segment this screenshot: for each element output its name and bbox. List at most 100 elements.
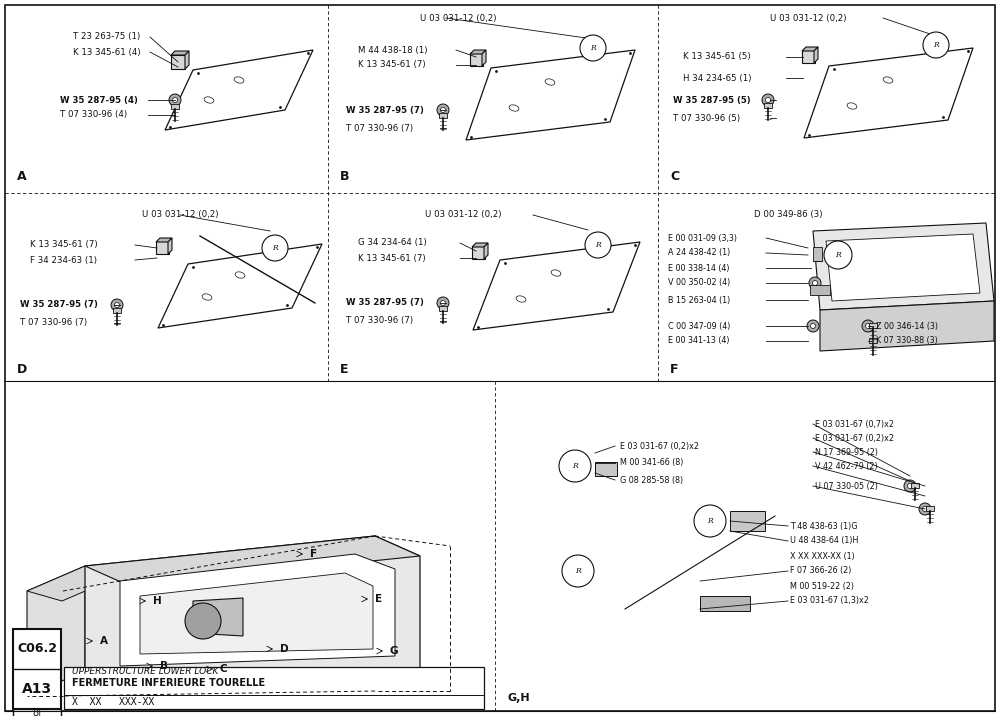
Text: E 00 338-14 (4): E 00 338-14 (4) [668, 263, 730, 273]
Text: E: E [375, 594, 382, 604]
Polygon shape [158, 244, 322, 328]
Text: A 24 438-42 (1): A 24 438-42 (1) [668, 248, 730, 258]
Text: Z 00 346-14 (3): Z 00 346-14 (3) [876, 321, 938, 331]
Text: H 34 234-65 (1): H 34 234-65 (1) [683, 74, 752, 82]
Text: U 03 031-12 (0,2): U 03 031-12 (0,2) [425, 211, 501, 220]
Text: E 03 031-67 (0,2)x2: E 03 031-67 (0,2)x2 [620, 442, 699, 450]
Text: T 07 330-96 (4): T 07 330-96 (4) [60, 110, 127, 120]
Circle shape [762, 94, 774, 106]
Text: U 03 031-12 (0,2): U 03 031-12 (0,2) [142, 211, 218, 220]
Circle shape [904, 480, 916, 492]
Text: U 03 031-12 (0,2): U 03 031-12 (0,2) [420, 14, 496, 22]
Text: V 42 462-79 (2): V 42 462-79 (2) [815, 462, 878, 470]
Circle shape [866, 324, 870, 329]
Circle shape [807, 320, 819, 332]
Circle shape [919, 503, 931, 515]
Polygon shape [814, 47, 818, 63]
Polygon shape [171, 51, 189, 55]
Bar [802, 50, 815, 63]
Text: R: R [272, 244, 278, 252]
Polygon shape [826, 234, 980, 301]
Bar [470, 53, 483, 66]
Text: D: D [17, 363, 27, 376]
Circle shape [440, 301, 446, 306]
Text: G: G [390, 646, 398, 656]
Text: E 03 031-67 (0,7)x2: E 03 031-67 (0,7)x2 [815, 420, 894, 428]
Polygon shape [27, 566, 85, 696]
Polygon shape [140, 573, 373, 654]
Circle shape [114, 302, 120, 307]
Bar [472, 246, 485, 259]
Polygon shape [85, 536, 420, 586]
Text: T 48 438-63 (1)G: T 48 438-63 (1)G [790, 521, 858, 531]
Text: E 00 341-13 (4): E 00 341-13 (4) [668, 337, 730, 346]
Text: B 15 263-04 (1): B 15 263-04 (1) [668, 296, 730, 304]
Text: B: B [160, 661, 168, 671]
Circle shape [185, 603, 221, 639]
Text: E 00 031-09 (3,3): E 00 031-09 (3,3) [668, 233, 737, 243]
Polygon shape [472, 243, 488, 247]
Text: R: R [572, 462, 578, 470]
Bar [439, 306, 447, 311]
Text: V 00 350-02 (4): V 00 350-02 (4) [668, 279, 730, 288]
Text: K 13 345-61 (7): K 13 345-61 (7) [358, 253, 426, 263]
Text: C06.2: C06.2 [17, 642, 57, 656]
Text: 8|: 8| [32, 707, 42, 716]
Text: W 35 287-95 (4): W 35 287-95 (4) [60, 95, 138, 105]
Circle shape [111, 299, 123, 311]
Text: K 13 345-61 (7): K 13 345-61 (7) [30, 241, 98, 249]
Text: E: E [340, 363, 349, 376]
Text: R: R [933, 41, 939, 49]
Polygon shape [820, 301, 994, 351]
Polygon shape [156, 238, 172, 242]
Text: R: R [595, 241, 601, 249]
Text: U 03 031-12 (0,2): U 03 031-12 (0,2) [770, 14, 846, 22]
Text: D: D [280, 644, 289, 654]
Text: W 35 287-95 (7): W 35 287-95 (7) [346, 105, 424, 115]
Polygon shape [27, 566, 120, 601]
Polygon shape [813, 223, 994, 310]
Text: X XX XXX-XX (1): X XX XXX-XX (1) [790, 551, 855, 561]
Text: E 03 031-67 (0,2)x2: E 03 031-67 (0,2)x2 [815, 433, 894, 442]
Bar [911, 483, 919, 488]
Text: A13: A13 [22, 682, 52, 696]
Text: W 35 287-95 (7): W 35 287-95 (7) [20, 301, 98, 309]
Circle shape [694, 505, 726, 537]
Text: A: A [17, 170, 27, 183]
Circle shape [810, 324, 816, 329]
Circle shape [862, 320, 874, 332]
Text: U 07 330-05 (2): U 07 330-05 (2) [815, 481, 878, 490]
Text: C: C [670, 170, 679, 183]
Text: F: F [310, 549, 317, 559]
Polygon shape [85, 536, 420, 681]
Circle shape [437, 104, 449, 116]
Polygon shape [165, 50, 313, 130]
Bar [700, 596, 750, 611]
Bar [64, 667, 484, 709]
Bar [171, 104, 179, 109]
Text: K 13 345-61 (7): K 13 345-61 (7) [358, 60, 426, 69]
Text: H: H [153, 596, 162, 606]
Text: E 03 031-67 (1,3)x2: E 03 031-67 (1,3)x2 [790, 596, 869, 606]
Polygon shape [120, 554, 395, 666]
Text: X  XX   XXX-XX: X XX XXX-XX [72, 697, 154, 707]
Text: G 34 234-64 (1): G 34 234-64 (1) [358, 238, 427, 248]
Polygon shape [802, 47, 818, 51]
Bar [810, 285, 830, 295]
Text: T 07 330-96 (7): T 07 330-96 (7) [20, 319, 87, 327]
Bar [171, 55, 185, 69]
Text: U 48 438-64 (1)H: U 48 438-64 (1)H [790, 536, 858, 546]
Text: FERMETURE INFERIEURE TOURELLE: FERMETURE INFERIEURE TOURELLE [72, 678, 265, 688]
Circle shape [262, 235, 288, 261]
Text: T 07 330-96 (7): T 07 330-96 (7) [346, 316, 413, 326]
Polygon shape [484, 243, 488, 259]
Polygon shape [804, 48, 973, 138]
Circle shape [559, 450, 591, 482]
Text: R: R [575, 567, 581, 575]
Text: R: R [707, 517, 713, 525]
Circle shape [908, 483, 912, 488]
Circle shape [169, 94, 181, 106]
Text: C 00 347-09 (4): C 00 347-09 (4) [668, 321, 730, 331]
Text: K 13 345-61 (4): K 13 345-61 (4) [73, 47, 141, 57]
Circle shape [922, 506, 928, 511]
